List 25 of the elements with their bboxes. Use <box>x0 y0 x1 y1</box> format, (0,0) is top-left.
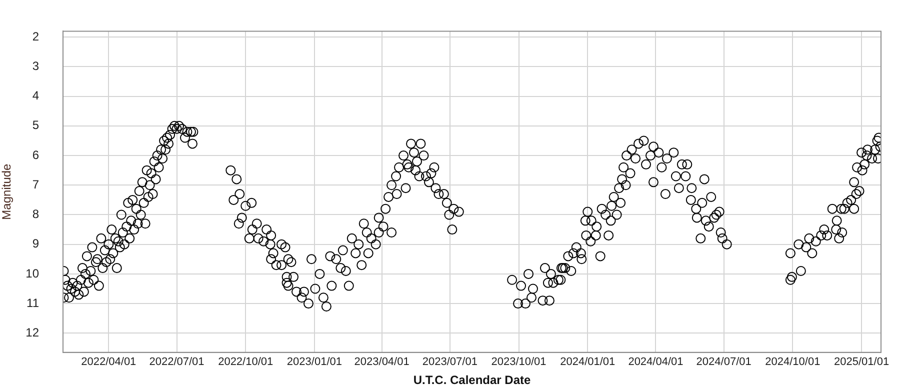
y-tick-label: 8 <box>32 207 40 222</box>
y-tick-label: 2 <box>32 29 40 44</box>
x-tick-label: 2022/10/01 <box>218 356 274 368</box>
x-axis-title: U.T.C. Calendar Date <box>413 373 531 388</box>
x-tick-label: 2024/01/01 <box>560 356 616 368</box>
y-axis-title: Magnitude <box>0 163 14 220</box>
x-tick-label: 2023/04/01 <box>354 356 410 368</box>
y-tick-label: 3 <box>32 59 40 74</box>
y-tick-label: 5 <box>32 118 40 132</box>
x-tick-label: 2025/01/01 <box>834 356 890 368</box>
y-tick-label: 7 <box>32 177 40 192</box>
y-tick-label: 9 <box>32 236 40 251</box>
y-tick-label: 10 <box>26 266 40 280</box>
x-tick-label: 2023/01/01 <box>286 356 342 368</box>
x-tick-label: 2023/10/01 <box>491 356 546 368</box>
x-tick-label: 2024/04/01 <box>628 356 684 368</box>
y-tick-label: 12 <box>26 325 40 340</box>
x-tick-label: 2024/10/01 <box>765 356 820 368</box>
x-tick-label: 2022/04/01 <box>81 356 136 368</box>
y-tick-label: 11 <box>26 296 40 310</box>
y-tick-label: 4 <box>32 88 40 103</box>
y-tick-label: 6 <box>32 148 40 162</box>
x-tick-label: 2022/07/01 <box>149 356 204 368</box>
x-tick-label: 2024/07/01 <box>696 356 752 368</box>
x-tick-label: 2023/07/01 <box>422 356 478 368</box>
